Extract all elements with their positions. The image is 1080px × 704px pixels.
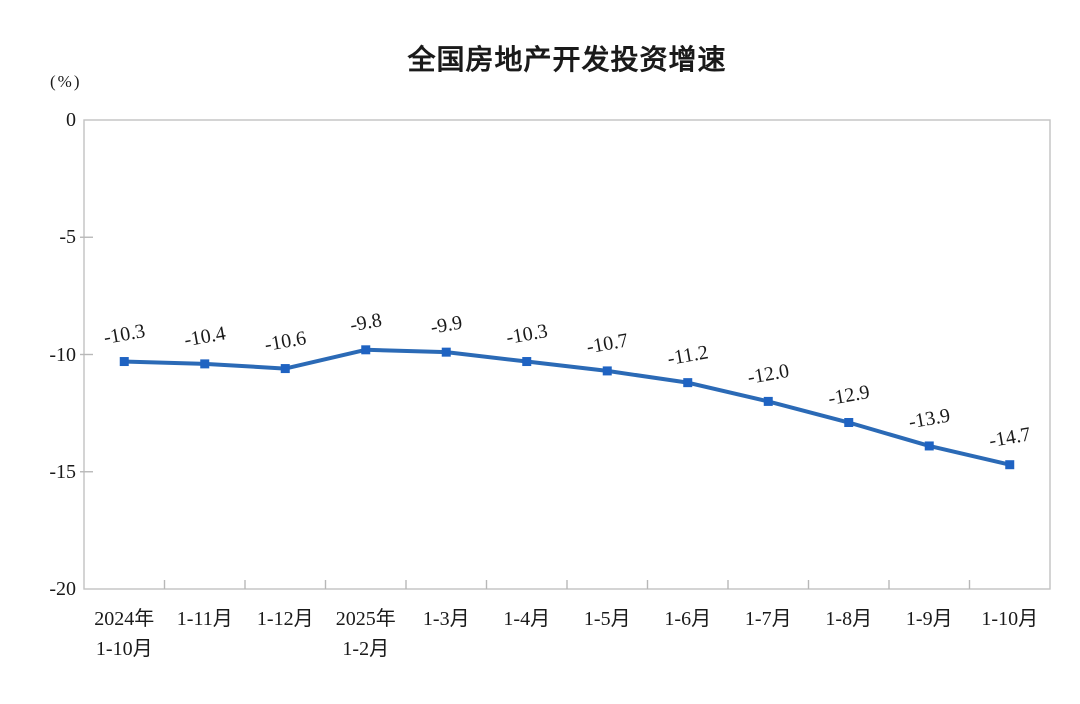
data-point-marker bbox=[119, 357, 129, 367]
x-axis-label: 2024年 1-10月 bbox=[68, 604, 180, 664]
data-point-label: -10.3 bbox=[102, 320, 147, 349]
data-point-marker bbox=[200, 359, 210, 369]
data-point-marker bbox=[683, 378, 693, 388]
x-axis-label-line1: 2025年 bbox=[335, 608, 396, 630]
x-axis-label: 1-10月 bbox=[954, 604, 1066, 634]
data-point-marker bbox=[441, 347, 451, 357]
data-point-label: -13.9 bbox=[907, 404, 952, 433]
data-line bbox=[122, 347, 1012, 467]
x-axis-label: 1-4月 bbox=[471, 604, 583, 634]
x-axis-label: 1-7月 bbox=[712, 604, 824, 634]
data-point-marker bbox=[280, 364, 290, 374]
y-axis-tick-label: 0 bbox=[66, 109, 76, 131]
y-axis-tick-label: -20 bbox=[49, 578, 76, 600]
x-axis-label-line1: 1-11月 bbox=[176, 608, 233, 630]
x-axis-label-line1: 1-6月 bbox=[664, 608, 712, 630]
x-axis-label: 1-9月 bbox=[873, 604, 985, 634]
data-point-marker bbox=[361, 345, 371, 355]
y-axis-unit-label: (%) bbox=[50, 72, 82, 91]
data-point-label: -10.3 bbox=[504, 320, 549, 349]
x-axis-label-line1: 2024年 bbox=[94, 608, 155, 630]
data-point-label: -10.7 bbox=[585, 329, 630, 358]
data-point-label: -14.7 bbox=[987, 423, 1032, 452]
x-axis-label-line1: 1-7月 bbox=[744, 608, 792, 630]
x-axis-label: 1-5月 bbox=[551, 604, 663, 634]
data-point-label: -10.6 bbox=[263, 327, 308, 356]
x-axis-label: 1-3月 bbox=[390, 604, 502, 634]
x-axis-label-line1: 1-12月 bbox=[256, 608, 314, 630]
data-point-marker bbox=[1005, 460, 1015, 470]
data-point-marker bbox=[924, 441, 934, 451]
x-axis-label-line1: 1-5月 bbox=[583, 608, 631, 630]
data-point-marker bbox=[522, 357, 532, 367]
chart-title: 全国房地产开发投资增速 bbox=[407, 44, 727, 75]
x-axis-label-line1: 1-8月 bbox=[825, 608, 873, 630]
x-axis-label: 2025年 1-2月 bbox=[310, 604, 422, 664]
x-axis-label: 1-11月 bbox=[149, 604, 261, 634]
data-point-label: -12.9 bbox=[826, 381, 871, 410]
x-axis-label-line1: 1-3月 bbox=[422, 608, 470, 630]
data-point-label: -10.4 bbox=[182, 322, 227, 351]
x-axis-label: 1-8月 bbox=[793, 604, 905, 634]
x-axis-label-line2: 1-10月 bbox=[95, 638, 153, 660]
y-axis-tick-label: -5 bbox=[59, 226, 76, 249]
data-point-label: -12.0 bbox=[746, 360, 791, 389]
x-axis-label-line1: 1-4月 bbox=[503, 608, 551, 630]
data-point-label: -11.2 bbox=[666, 341, 710, 370]
plot-area-border bbox=[83, 119, 1051, 590]
x-axis-label: 1-6月 bbox=[632, 604, 744, 634]
y-axis-tick-label: -15 bbox=[49, 460, 76, 483]
data-point-marker bbox=[763, 396, 773, 406]
x-axis-label-line1: 1-10月 bbox=[981, 608, 1039, 630]
x-axis-label-line2: 1-2月 bbox=[342, 638, 390, 660]
data-point-label: -9.8 bbox=[348, 309, 383, 336]
data-point-marker bbox=[844, 418, 854, 428]
x-axis-label: 1-12月 bbox=[229, 604, 341, 634]
x-axis-label-line1: 1-9月 bbox=[905, 608, 953, 630]
y-axis-tick-label: -10 bbox=[49, 343, 76, 366]
data-point-label: -9.9 bbox=[429, 312, 464, 339]
data-point-marker bbox=[602, 366, 612, 376]
